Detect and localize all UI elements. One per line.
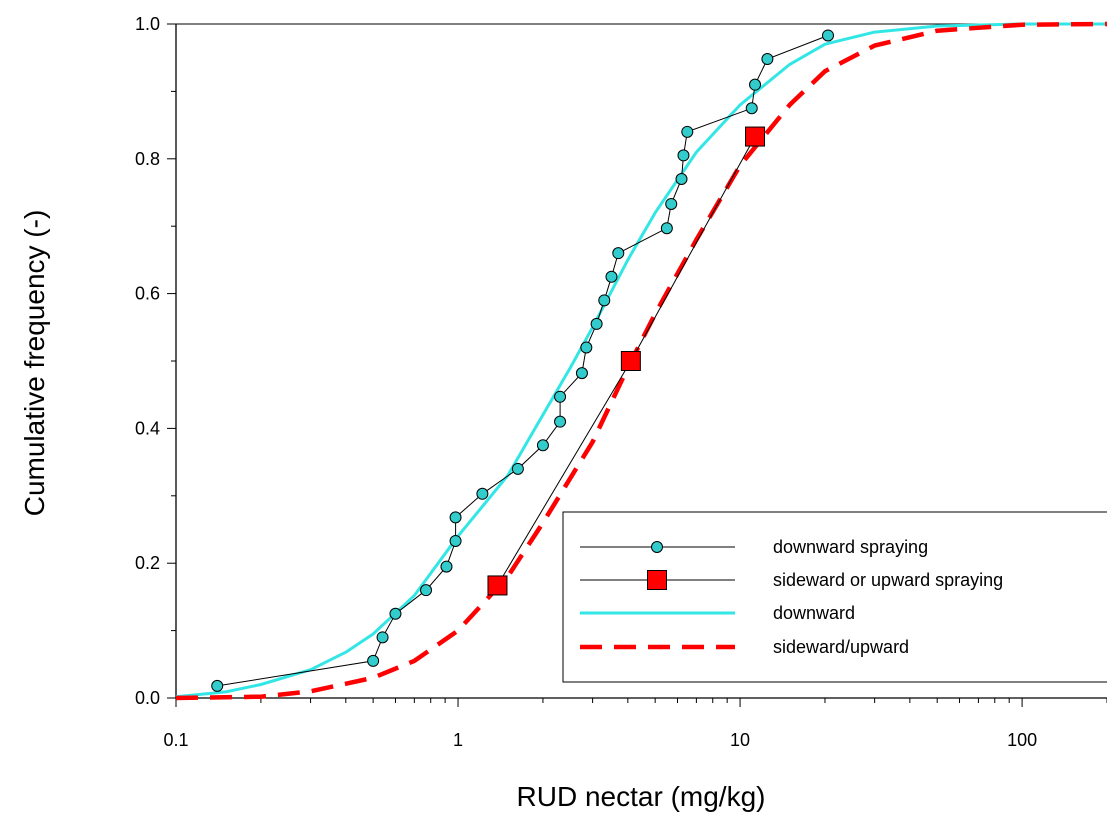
x-tick-label: 1	[453, 730, 463, 750]
y-tick-label: 0.8	[135, 149, 160, 169]
sideward-upward-curve	[175, 21, 1107, 701]
downward-spraying-point	[211, 679, 224, 692]
downward-spraying-point	[367, 654, 380, 667]
downward-spraying-point	[821, 29, 834, 42]
downward-spraying-point	[575, 367, 588, 380]
downward-spraying-point	[677, 149, 690, 162]
downward-spraying-point	[612, 247, 625, 260]
legend: downward spraying sideward or upward spra…	[562, 511, 1107, 683]
downward-spraying-point	[476, 487, 489, 500]
legend-box	[562, 511, 1107, 683]
downward-spraying-point	[389, 607, 402, 620]
y-tick-label: 0.4	[135, 418, 160, 438]
downward-spraying-point	[749, 78, 762, 91]
y-tick-label: 0.0	[135, 688, 160, 708]
downward-spraying-point	[681, 125, 694, 138]
downward-spraying-point	[536, 439, 549, 452]
downward-spraying-line	[217, 35, 829, 687]
y-axis-title: Cumulative frequency (-)	[19, 210, 50, 517]
y-tick-label: 0.6	[135, 284, 160, 304]
downward-spraying-point	[598, 294, 611, 307]
legend-label-sideward-or-upward-spraying: sideward or upward spraying	[773, 570, 1003, 590]
downward-spraying-point	[376, 631, 389, 644]
downward-spraying-point	[675, 173, 688, 186]
sideward-or-upward-spraying-point	[745, 126, 766, 147]
x-axis: 0.1 1 10 100	[163, 698, 1107, 750]
x-tick-label: 10	[730, 730, 750, 750]
downward-spraying-point	[745, 102, 758, 115]
y-tick-label: 1.0	[135, 14, 160, 34]
downward-spraying-point	[554, 390, 567, 403]
downward-spraying-point	[511, 462, 524, 475]
legend-label-downward: downward	[773, 603, 855, 623]
downward-spraying-point	[665, 197, 678, 210]
downward-spraying-point	[590, 317, 603, 330]
legend-label-sideward-upward: sideward/upward	[773, 637, 909, 657]
downward-spraying-point	[420, 584, 433, 597]
y-tick-label: 0.2	[135, 553, 160, 573]
y-axis: 0.0 0.2 0.4 0.6 0.8 1.0	[135, 14, 176, 708]
downward-spraying-point	[580, 341, 593, 354]
series-layer	[175, 21, 1107, 701]
x-tick-label: 0.1	[163, 730, 188, 750]
x-axis-title: RUD nectar (mg/kg)	[517, 781, 766, 812]
downward-spraying-point	[761, 53, 774, 66]
downward-spraying-point	[605, 270, 618, 283]
downward-spraying-point	[449, 534, 462, 547]
downward-spraying-point	[449, 511, 462, 524]
sideward-or-upward-spraying-point	[620, 351, 641, 371]
legend-label-downward-spraying: downward spraying	[773, 537, 928, 557]
downward-spraying-point	[440, 560, 453, 573]
legend-marker-downward-spraying	[651, 541, 663, 553]
sideward-or-upward-spraying-point	[487, 575, 508, 596]
legend-marker-sideward-or-upward-spraying	[647, 570, 667, 590]
downward-spraying-point	[554, 415, 567, 428]
x-tick-label: 100	[1007, 730, 1037, 750]
downward-spraying-point	[660, 222, 673, 235]
